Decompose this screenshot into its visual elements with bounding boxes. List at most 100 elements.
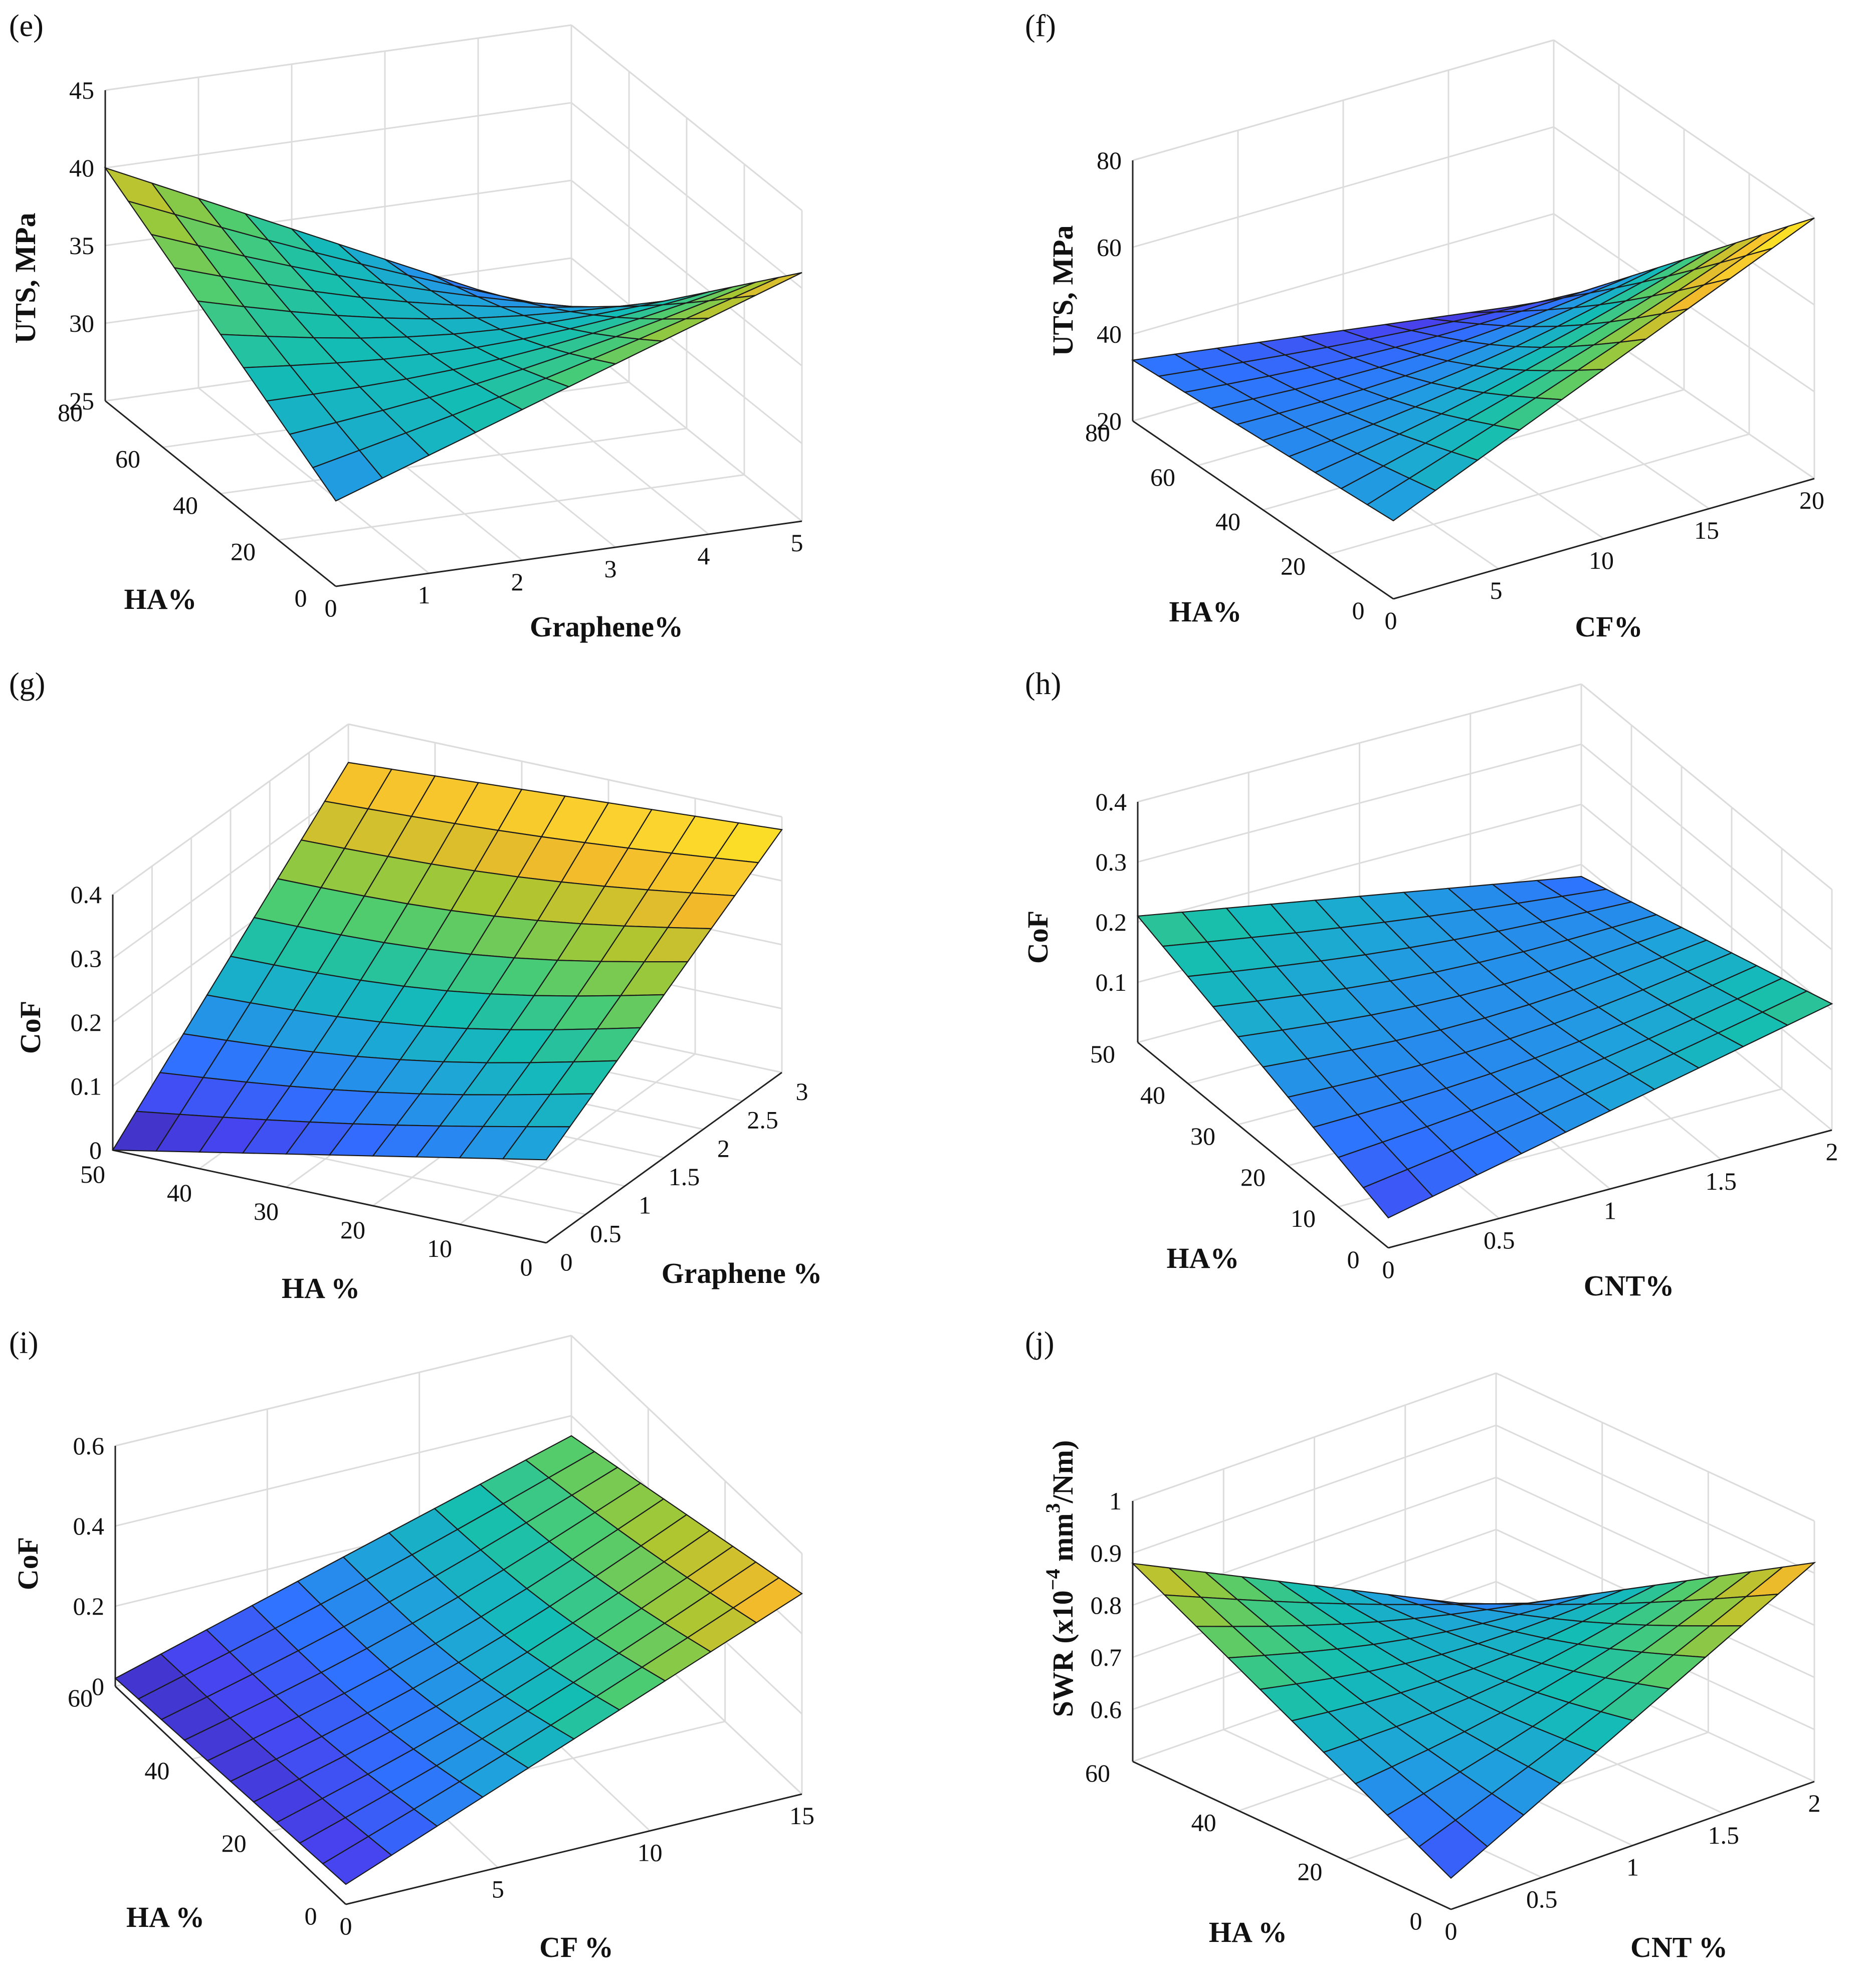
z-axis-label: CoF bbox=[1021, 911, 1054, 964]
surface-cell bbox=[312, 450, 383, 502]
x-tick-label: 1 bbox=[418, 581, 431, 609]
y-axis-line bbox=[112, 1149, 547, 1244]
wall-gridline-z bbox=[1581, 743, 1832, 951]
z-tick-label: 0.3 bbox=[71, 945, 102, 973]
wall-gridline-z bbox=[1137, 803, 1582, 923]
panel-label: (g) bbox=[9, 667, 45, 701]
wall-gridline-z bbox=[1132, 1424, 1497, 1554]
y-axis-label: HA % bbox=[282, 1272, 360, 1304]
z-tick-label: 25 bbox=[69, 387, 94, 415]
x-axis-line bbox=[1388, 1129, 1832, 1249]
x-tick-label: 20 bbox=[1799, 486, 1824, 514]
y-tick-label: 40 bbox=[1191, 1808, 1216, 1836]
z-tick-label: 80 bbox=[1097, 146, 1122, 174]
wall-edge bbox=[115, 1335, 572, 1447]
x-tick-label: 0 bbox=[1382, 1255, 1395, 1283]
wall-edge bbox=[1581, 683, 1832, 891]
surface-cell bbox=[1366, 478, 1437, 522]
surface-cell bbox=[1418, 1819, 1489, 1879]
y-tick-label: 80 bbox=[1085, 418, 1110, 447]
y-tick-label: 20 bbox=[222, 1829, 247, 1857]
y-axis-line bbox=[105, 400, 336, 587]
z-tick-label: 0.2 bbox=[71, 1008, 102, 1036]
y-tick-label: 40 bbox=[1215, 508, 1240, 536]
x-tick-label: 15 bbox=[789, 1802, 814, 1830]
z-tick-label: 40 bbox=[1097, 320, 1122, 348]
x-tick-label: 0 bbox=[1445, 1917, 1457, 1945]
x-axis-label: CNT% bbox=[1584, 1269, 1674, 1302]
x-tick-label: 0.5 bbox=[590, 1219, 621, 1247]
x-axis-label: CF% bbox=[1575, 610, 1642, 643]
y-axis-label: HA% bbox=[124, 583, 197, 615]
floor-gridline-y bbox=[278, 474, 745, 541]
y-tick-label: 60 bbox=[1085, 1759, 1110, 1787]
y-tick-label: 60 bbox=[68, 1684, 93, 1712]
x-axis-line bbox=[546, 1071, 782, 1244]
y-axis-line bbox=[1132, 1761, 1451, 1910]
floor-gridline-y bbox=[220, 427, 687, 495]
x-tick-label: 2 bbox=[717, 1134, 730, 1162]
y-axis-label: HA% bbox=[1169, 595, 1242, 628]
x-tick-label: 3 bbox=[796, 1077, 808, 1106]
y-tick-label: 30 bbox=[254, 1197, 279, 1225]
z-tick-label: 35 bbox=[69, 232, 94, 260]
y-tick-label: 10 bbox=[1291, 1204, 1316, 1232]
y-tick-label: 0 bbox=[305, 1902, 317, 1930]
x-tick-label: 5 bbox=[791, 529, 803, 557]
wall-gridline-z bbox=[112, 787, 349, 959]
surface-mesh bbox=[114, 1435, 803, 1885]
x-tick-label: 1 bbox=[639, 1191, 651, 1219]
y-tick-label: 20 bbox=[1297, 1858, 1322, 1886]
y-tick-label: 0 bbox=[295, 584, 307, 612]
wall-edge bbox=[105, 24, 572, 91]
x-tick-label: 0 bbox=[1385, 606, 1397, 634]
z-axis-label: CoF bbox=[12, 1537, 44, 1590]
z-axis-label: CoF bbox=[14, 1001, 47, 1054]
z-tick-label: 0.4 bbox=[71, 881, 102, 909]
wall-gridline-z bbox=[571, 179, 802, 367]
z-tick-label: 0.6 bbox=[73, 1432, 105, 1460]
panel-label: (e) bbox=[9, 9, 44, 43]
floor-gridline-y bbox=[1328, 433, 1750, 555]
panel-label: (j) bbox=[1025, 1326, 1055, 1360]
wall-edge bbox=[1496, 1372, 1815, 1522]
y-tick-label: 10 bbox=[427, 1234, 452, 1262]
z-axis-label: SWR (x10−4 mm3/Nm) bbox=[1041, 1440, 1079, 1717]
surface-cell bbox=[1362, 1168, 1434, 1219]
z-tick-label: 0.1 bbox=[71, 1072, 102, 1101]
x-tick-label: 0.5 bbox=[1526, 1885, 1558, 1913]
x-tick-label: 0 bbox=[325, 594, 337, 622]
wall-gridline-z bbox=[115, 1415, 572, 1527]
x-tick-label: 0 bbox=[340, 1912, 352, 1940]
z-tick-label: 0.6 bbox=[1091, 1695, 1122, 1723]
z-tick-label: 0.2 bbox=[1096, 908, 1127, 936]
z-tick-label: 0.8 bbox=[1091, 1591, 1122, 1619]
z-tick-label: 0 bbox=[89, 1136, 102, 1164]
wall-gridline-z bbox=[1553, 126, 1815, 306]
y-tick-label: 20 bbox=[1281, 552, 1306, 580]
wall-edge bbox=[1553, 39, 1815, 219]
y-tick-label: 80 bbox=[58, 398, 83, 426]
x-tick-label: 2 bbox=[1808, 1789, 1821, 1817]
y-tick-label: 40 bbox=[1140, 1081, 1165, 1109]
z-tick-label: 20 bbox=[1097, 407, 1122, 435]
y-axis-label: HA % bbox=[126, 1901, 204, 1933]
y-tick-label: 20 bbox=[340, 1216, 365, 1244]
wall-gridline-z bbox=[1132, 213, 1554, 335]
z-tick-label: 0.7 bbox=[1091, 1643, 1122, 1671]
x-tick-label: 4 bbox=[698, 542, 710, 570]
x-tick-label: 1.5 bbox=[669, 1163, 700, 1191]
z-axis-label: UTS, MPa bbox=[1047, 226, 1079, 356]
x-axis-line bbox=[1450, 1781, 1815, 1910]
y-tick-label: 50 bbox=[1090, 1040, 1115, 1068]
y-axis-line bbox=[114, 1685, 347, 1905]
x-tick-label: 1.5 bbox=[1708, 1821, 1740, 1849]
x-tick-label: 5 bbox=[492, 1875, 504, 1903]
wall-gridline-z bbox=[1137, 743, 1582, 863]
x-tick-label: 0 bbox=[560, 1248, 573, 1276]
wall-gridline-z bbox=[1132, 126, 1554, 248]
x-axis-line bbox=[335, 520, 802, 587]
panel-g-cof-graphene: (g)00.511.522.530102030405000.10.20.30.4… bbox=[9, 667, 822, 1304]
x-tick-label: 1 bbox=[1604, 1197, 1616, 1225]
